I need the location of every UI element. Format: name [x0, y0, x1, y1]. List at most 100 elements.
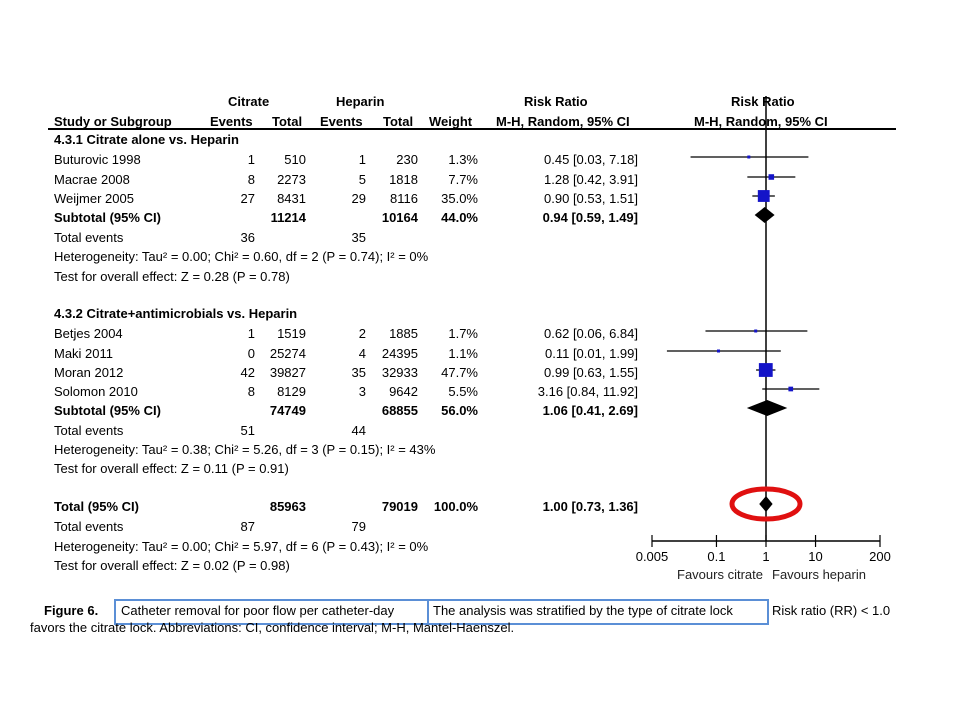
caption-box2-text: The analysis was stratified by the type … [433, 603, 733, 618]
total-heparin: 8116 [390, 191, 418, 206]
total-citrate: 85963 [269, 499, 306, 514]
x-tick-label: 1 [762, 549, 769, 564]
total-heparin: 9642 [389, 384, 418, 399]
header-total-citrate: Total [272, 114, 303, 129]
x-tick-label: 0.1 [707, 549, 725, 564]
study-label: Buturovic 1998 [54, 152, 141, 167]
total-citrate: 39827 [269, 365, 306, 380]
study-label: Betjes 2004 [54, 326, 123, 341]
study-square [758, 363, 773, 377]
weight: 1.3% [448, 152, 478, 167]
header-citrate: Citrate [228, 94, 270, 109]
study-square [754, 329, 758, 333]
header-risk-ratio-plot: Risk Ratio [731, 94, 795, 109]
summary-diamond [759, 496, 773, 512]
weight: 1.7% [448, 326, 478, 341]
weight: 44.0% [441, 210, 478, 225]
total-heparin: 24395 [381, 346, 418, 361]
risk-ratio-ci: 0.94 [0.59, 1.49] [542, 210, 638, 225]
total-heparin: 10164 [381, 210, 418, 225]
header-rule [48, 128, 896, 130]
events-citrate: 1 [247, 326, 255, 341]
risk-ratio-ci: 1.28 [0.42, 3.91] [544, 172, 638, 187]
weight: 35.0% [441, 191, 478, 206]
figure-label: Figure 6. [44, 603, 99, 618]
events-citrate: 27 [240, 191, 255, 206]
note-label: Heterogeneity: Tau² = 0.38; Chi² = 5.26,… [54, 442, 436, 457]
total-heparin: 1885 [389, 326, 418, 341]
events-heparin: 35 [351, 230, 366, 245]
x-tick-label: 10 [808, 549, 822, 564]
events-heparin: 5 [358, 172, 366, 187]
caption-rest: Risk ratio (RR) < 1.0 [772, 603, 891, 618]
note-label: Heterogeneity: Tau² = 0.00; Chi² = 5.97,… [54, 539, 429, 554]
total-label: Total (95% CI) [54, 499, 139, 514]
note-label: Heterogeneity: Tau² = 0.00; Chi² = 0.60,… [54, 249, 429, 264]
total-citrate: 8129 [277, 384, 306, 399]
total-heparin: 1818 [389, 172, 418, 187]
study-square [717, 349, 721, 353]
risk-ratio-ci: 1.06 [0.41, 2.69] [542, 403, 638, 418]
events-heparin: 2 [358, 326, 366, 341]
events-citrate: 1 [247, 152, 255, 167]
header-heparin: Heparin [336, 94, 385, 109]
highlight-ellipse [729, 486, 803, 522]
note-label: Test for overall effect: Z = 0.02 (P = 0… [54, 558, 290, 573]
weight: 7.7% [448, 172, 478, 187]
forest-plot: 0.005 0.1 1 10 200 Favours citrate Favours hep… [636, 96, 891, 582]
subgroup-label: 4.3.2 Citrate+antimicrobials vs. Heparin [54, 306, 298, 321]
study-square [788, 386, 794, 392]
events-heparin: 29 [351, 191, 366, 206]
study-square [747, 155, 751, 159]
weight: 56.0% [441, 403, 478, 418]
header-method-text: M-H, Random, 95% CI [496, 114, 630, 129]
header-events-heparin: Events [320, 114, 363, 129]
risk-ratio-ci: 1.00 [0.73, 1.36] [542, 499, 638, 514]
header-events-citrate: Events [210, 114, 253, 129]
risk-ratio-ci: 0.99 [0.63, 1.55] [544, 365, 638, 380]
weight: 47.7% [441, 365, 478, 380]
header-risk-ratio-text: Risk Ratio [524, 94, 588, 109]
header-weight: Weight [429, 114, 473, 129]
risk-ratio-ci: 0.11 [0.01, 1.99] [545, 346, 638, 361]
subtotal-label: Subtotal (95% CI) [54, 210, 161, 225]
summary-diamond [746, 400, 788, 416]
highlight-box-2 [427, 599, 769, 625]
total-citrate: 11214 [270, 210, 306, 225]
x-tick-label: 200 [869, 549, 891, 564]
study-square [757, 190, 770, 202]
total-citrate: 510 [284, 152, 306, 167]
total-citrate: 1519 [277, 326, 306, 341]
total-heparin: 79019 [381, 499, 418, 514]
events-citrate: 8 [247, 172, 255, 187]
total-citrate: 8431 [277, 191, 306, 206]
events-label: Total events [54, 519, 124, 534]
study-label: Solomon 2010 [54, 384, 138, 399]
risk-ratio-ci: 0.62 [0.06, 6.84] [544, 326, 638, 341]
total-heparin: 32933 [381, 365, 418, 380]
weight: 100.0% [433, 499, 478, 514]
summary-diamond [754, 207, 775, 223]
events-label: Total events [54, 230, 124, 245]
favours-right-label: Favours heparin [772, 567, 866, 582]
events-heparin: 44 [351, 423, 366, 438]
risk-ratio-ci: 0.90 [0.53, 1.51] [544, 191, 638, 206]
note-label: Test for overall effect: Z = 0.11 (P = 0… [54, 461, 289, 476]
total-heparin: 68855 [381, 403, 418, 418]
header-method-plot: M-H, Random, 95% CI [694, 114, 828, 129]
events-citrate: 36 [240, 230, 255, 245]
study-square [768, 174, 775, 180]
events-citrate: 42 [240, 365, 255, 380]
total-citrate: 2273 [277, 172, 306, 187]
risk-ratio-ci: 3.16 [0.84, 11.92] [537, 384, 638, 399]
header-study: Study or Subgroup [54, 114, 172, 129]
note-label: Test for overall effect: Z = 0.28 (P = 0… [54, 269, 290, 284]
header-total-heparin: Total [383, 114, 414, 129]
weight: 1.1% [448, 346, 478, 361]
total-heparin: 230 [396, 152, 418, 167]
study-label: Macrae 2008 [54, 172, 130, 187]
weight: 5.5% [448, 384, 478, 399]
caption-box1-text: Catheter removal for poor flow per cathe… [121, 603, 395, 618]
events-heparin: 4 [358, 346, 366, 361]
total-citrate: 74749 [269, 403, 306, 418]
